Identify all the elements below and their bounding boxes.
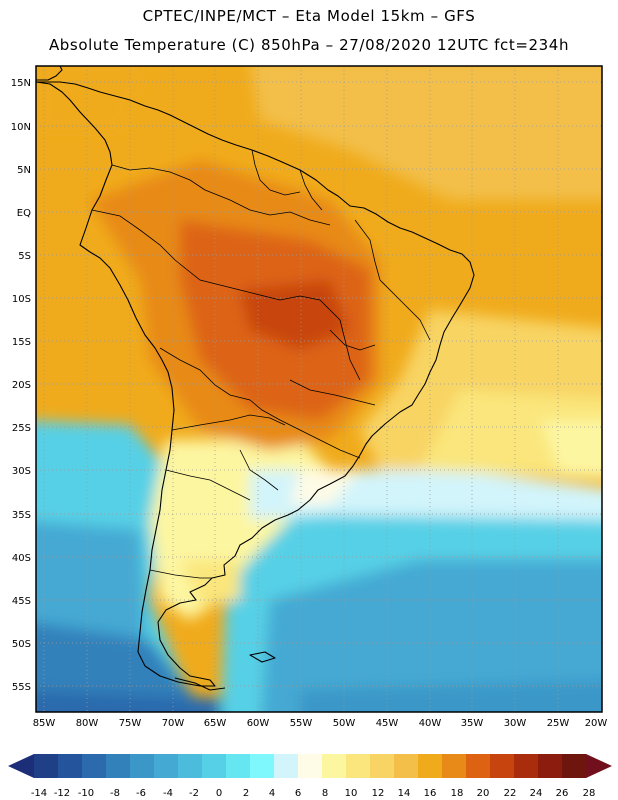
colorbar-swatch bbox=[466, 754, 491, 778]
lon-label: 30W bbox=[504, 718, 527, 729]
latitude-axis: 15N 10N 5N EQ 5S 10S 15S 20S 25S 30S 35S… bbox=[11, 78, 31, 693]
lat-label: 15N bbox=[11, 78, 31, 89]
colorbar-label: 0 bbox=[216, 788, 222, 799]
colorbar: -14 -12 -10 -8 -6 -4 -2 0 2 4 6 8 10 12 … bbox=[8, 754, 612, 799]
colorbar-swatch bbox=[370, 754, 395, 778]
colorbar-swatch bbox=[322, 754, 347, 778]
lon-label: 25W bbox=[547, 718, 570, 729]
colorbar-label: -6 bbox=[136, 788, 146, 799]
colorbar-swatch bbox=[58, 754, 83, 778]
colorbar-label: 12 bbox=[372, 788, 385, 799]
colorbar-swatch bbox=[34, 754, 59, 778]
lat-label: 10N bbox=[11, 122, 31, 133]
lat-label: 35S bbox=[12, 510, 31, 521]
lat-label: EQ bbox=[17, 208, 31, 219]
lat-label: 20S bbox=[12, 380, 31, 391]
colorbar-label: -4 bbox=[163, 788, 173, 799]
colorbar-swatch bbox=[154, 754, 179, 778]
longitude-axis: 85W 80W 75W 70W 65W 60W 55W 50W 45W 40W … bbox=[33, 718, 608, 729]
colorbar-swatch bbox=[394, 754, 419, 778]
colorbar-label: 24 bbox=[530, 788, 543, 799]
colorbar-swatch bbox=[490, 754, 515, 778]
lat-label: 5N bbox=[17, 165, 31, 176]
lon-label: 60W bbox=[247, 718, 270, 729]
title-line-2: Absolute Temperature (C) 850hPa – 27/08/… bbox=[48, 36, 570, 54]
colorbar-swatch bbox=[178, 754, 203, 778]
colorbar-swatch bbox=[538, 754, 563, 778]
lon-label: 55W bbox=[290, 718, 313, 729]
lat-label: 40S bbox=[12, 553, 31, 564]
colorbar-label: -2 bbox=[189, 788, 199, 799]
colorbar-over-arrow bbox=[586, 754, 612, 778]
lat-label: 10S bbox=[12, 294, 31, 305]
coastlines bbox=[36, 66, 475, 691]
colorbar-label: 10 bbox=[345, 788, 358, 799]
country-borders bbox=[91, 149, 431, 579]
colorbar-swatch bbox=[346, 754, 371, 778]
colorbar-label: 26 bbox=[556, 788, 569, 799]
colorbar-label: 14 bbox=[398, 788, 411, 799]
colorbar-swatch bbox=[418, 754, 443, 778]
colorbar-swatch bbox=[130, 754, 155, 778]
colorbar-swatch bbox=[202, 754, 227, 778]
colorbar-swatch bbox=[298, 754, 323, 778]
colorbar-swatch bbox=[82, 754, 107, 778]
lon-label: 45W bbox=[376, 718, 399, 729]
colorbar-label: 6 bbox=[295, 788, 301, 799]
colorbar-swatch bbox=[250, 754, 275, 778]
colorbar-label: -10 bbox=[78, 788, 94, 799]
colorbar-label: 20 bbox=[477, 788, 490, 799]
lon-label: 35W bbox=[461, 718, 484, 729]
lat-label: 25S bbox=[12, 423, 31, 434]
lat-label: 15S bbox=[12, 337, 31, 348]
lat-label: 50S bbox=[12, 639, 31, 650]
map-frame bbox=[35, 65, 603, 713]
colorbar-label: 2 bbox=[243, 788, 249, 799]
lon-label: 85W bbox=[33, 718, 56, 729]
lon-label: 65W bbox=[204, 718, 227, 729]
colorbar-label: -8 bbox=[110, 788, 120, 799]
colorbar-swatch bbox=[442, 754, 467, 778]
colorbar-label: -14 bbox=[31, 788, 47, 799]
colorbar-label: 4 bbox=[269, 788, 275, 799]
colorbar-label: 22 bbox=[504, 788, 517, 799]
colorbar-labels: -14 -12 -10 -8 -6 -4 -2 0 2 4 6 8 10 12 … bbox=[31, 788, 596, 799]
colorbar-swatch bbox=[106, 754, 131, 778]
lat-label: 30S bbox=[12, 466, 31, 477]
temperature-field bbox=[36, 66, 602, 712]
title-line-1: CPTEC/INPE/MCT – Eta Model 15km – GFS bbox=[142, 7, 476, 25]
colorbar-label: 28 bbox=[583, 788, 596, 799]
colorbar-under-arrow bbox=[8, 754, 34, 778]
colorbar-label: 16 bbox=[424, 788, 437, 799]
colorbar-label: 18 bbox=[451, 788, 464, 799]
lon-label: 70W bbox=[162, 718, 185, 729]
lon-label: 40W bbox=[419, 718, 442, 729]
colorbar-swatch bbox=[226, 754, 251, 778]
lon-label: 80W bbox=[76, 718, 99, 729]
colorbar-swatch bbox=[514, 754, 539, 778]
lon-label: 50W bbox=[333, 718, 356, 729]
lat-label: 5S bbox=[18, 251, 31, 262]
lon-label: 20W bbox=[585, 718, 608, 729]
lon-label: 75W bbox=[119, 718, 142, 729]
colorbar-swatch bbox=[562, 754, 587, 778]
colorbar-swatch bbox=[274, 754, 299, 778]
lat-label: 45S bbox=[12, 596, 31, 607]
colorbar-boxes bbox=[34, 754, 587, 778]
lat-label: 55S bbox=[12, 682, 31, 693]
colorbar-label: -12 bbox=[54, 788, 70, 799]
colorbar-label: 8 bbox=[322, 788, 328, 799]
